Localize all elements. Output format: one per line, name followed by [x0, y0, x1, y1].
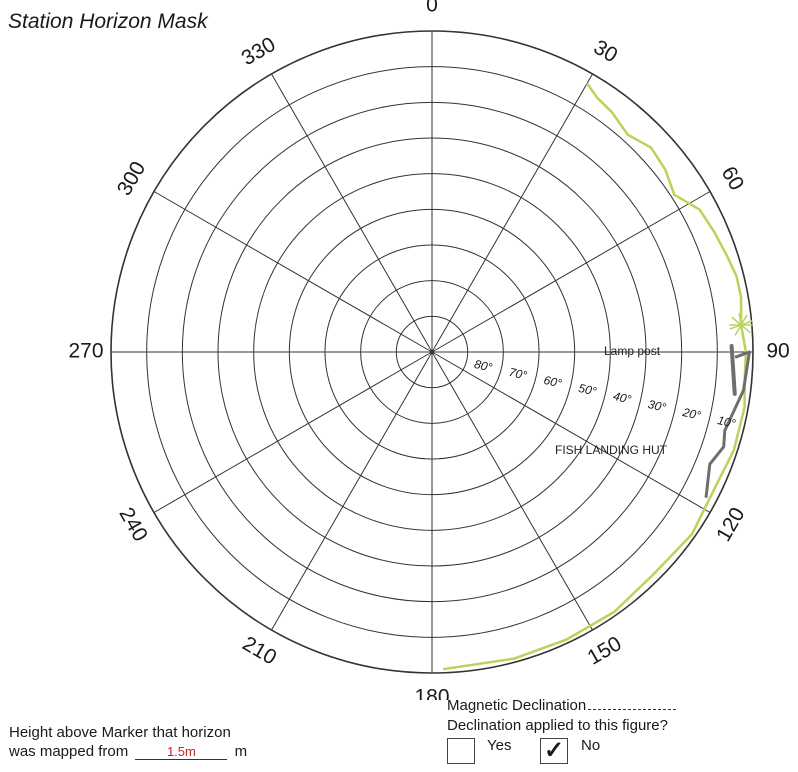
height-label-text: was mapped from [9, 743, 129, 760]
elevation-labels: 80° 70° 60° 50° 40° 30° 20° 10° [473, 357, 737, 431]
azimuth-spoke-60 [431, 191, 711, 353]
elevation-label-20: 20° [680, 405, 702, 423]
height-value-field[interactable]: 1.5m [135, 744, 228, 760]
azimuth-label-30: 30 [590, 36, 622, 68]
lamp-post-label: Lamp post [604, 344, 661, 358]
height-label-line1: Height above Marker that horizon [9, 724, 231, 741]
height-unit: m [234, 743, 248, 760]
elevation-label-80: 80° [473, 357, 494, 375]
no-label: No [581, 737, 601, 754]
azimuth-spoke-30 [431, 73, 593, 353]
azimuth-label-90: 90 [766, 340, 789, 363]
azimuth-label-300: 300 [113, 158, 150, 200]
azimuth-label-240: 240 [114, 504, 151, 546]
declination-applied-question: Declination applied to this figure? [447, 717, 668, 734]
magnetic-declination-text: Magnetic Declination [447, 697, 587, 714]
azimuth-spoke-330 [271, 73, 433, 353]
yes-label: Yes [487, 737, 512, 754]
azimuth-label-0: 0 [426, 0, 438, 17]
horizon-polar-chart: 0 30 60 90 120 150 180 210 240 270 300 330 80° 70° 60… [68, 0, 789, 700]
fish-landing-hut-label: FISH LANDING HUT [555, 443, 668, 457]
azimuth-spoke-300 [153, 191, 433, 353]
tree-marker-stroke [729, 320, 753, 330]
elevation-label-10: 10° [716, 413, 737, 431]
azimuth-spoke-150 [431, 351, 593, 631]
azimuth-spokes [111, 31, 753, 673]
elevation-label-30: 30° [647, 397, 668, 415]
azimuth-spoke-240 [153, 351, 433, 513]
structures [704, 344, 751, 498]
azimuth-label-330: 330 [238, 33, 280, 70]
magnetic-declination-label: Magnetic Declination [447, 697, 677, 714]
yes-checkbox[interactable] [447, 738, 475, 764]
azimuth-label-60: 60 [717, 163, 749, 195]
elevation-label-60: 60° [542, 373, 563, 391]
azimuth-label-120: 120 [712, 504, 749, 546]
elevation-label-70: 70° [508, 365, 529, 383]
chart-title: Station Horizon Mask [8, 10, 208, 33]
elevation-label-40: 40° [612, 389, 633, 407]
vegetation-horizon-line [442, 82, 748, 671]
azimuth-spoke-120 [431, 351, 711, 513]
azimuth-label-180: 180 [414, 686, 449, 700]
fish-landing-hut-outline [704, 350, 751, 498]
height-label-line2: was mapped from 1.5m m [9, 743, 247, 760]
declination-value-field[interactable] [588, 709, 677, 710]
horizon-mask [442, 82, 754, 671]
elevation-label-50: 50° [577, 381, 598, 399]
azimuth-label-150: 150 [584, 632, 626, 669]
no-checkbox[interactable]: ✓ [540, 738, 568, 764]
azimuth-spoke-210 [271, 351, 433, 631]
azimuth-label-270: 270 [68, 340, 103, 363]
lamp-post-mark [729, 344, 737, 396]
azimuth-label-210: 210 [239, 632, 281, 669]
